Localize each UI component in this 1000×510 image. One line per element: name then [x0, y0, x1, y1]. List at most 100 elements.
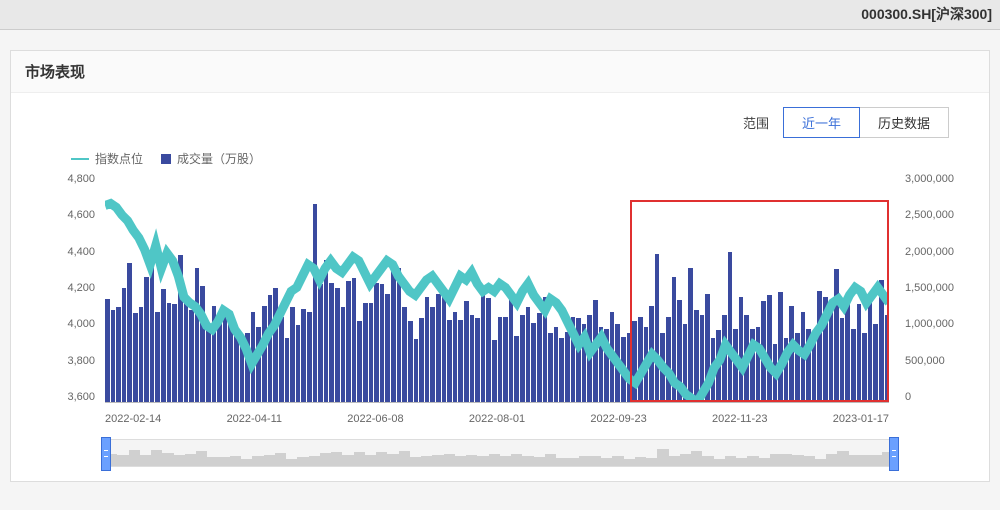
volume-bar: [677, 300, 682, 402]
volume-bar: [195, 268, 200, 402]
volume-bar: [419, 318, 424, 402]
volume-bar: [862, 333, 867, 402]
volume-bar: [414, 339, 419, 402]
volume-bar: [189, 310, 194, 402]
range-label: 范围: [743, 113, 769, 132]
volume-bar: [638, 317, 643, 402]
y-left-tick: 3,800: [41, 355, 95, 367]
volume-bar: [234, 329, 239, 402]
x-tick: 2022-06-08: [347, 413, 403, 433]
volume-bars: [105, 173, 889, 402]
navigator-handle-left[interactable]: [101, 437, 111, 471]
x-tick: 2022-04-11: [227, 413, 282, 433]
y-right-tick: 0: [905, 391, 959, 403]
volume-bar: [610, 312, 615, 402]
y-right-tick: 2,000,000: [905, 246, 959, 258]
volume-bar: [296, 325, 301, 402]
volume-bar: [313, 204, 318, 402]
volume-bar: [812, 338, 817, 402]
volume-bar: [127, 263, 132, 402]
volume-bar: [464, 301, 469, 402]
chart-area: 4,8004,6004,4004,2004,0003,8003,600 3,00…: [41, 173, 959, 433]
volume-bar: [369, 303, 374, 402]
volume-bar: [228, 317, 233, 402]
y-right-tick: 1,000,000: [905, 318, 959, 330]
volume-bar: [599, 327, 604, 402]
volume-bar: [644, 327, 649, 402]
plot-region[interactable]: [105, 173, 889, 403]
x-tick: 2022-11-23: [712, 413, 767, 433]
volume-bar: [554, 327, 559, 402]
volume-bar: [223, 315, 228, 402]
volume-bar: [845, 304, 850, 402]
volume-bar: [453, 312, 458, 402]
volume-bar: [649, 306, 654, 402]
chart-legend: 指数点位 成交量（万股）: [11, 144, 989, 173]
volume-bar: [716, 330, 721, 402]
time-navigator[interactable]: [105, 439, 895, 467]
y-axis-left: 4,8004,6004,4004,2004,0003,8003,600: [41, 173, 101, 403]
volume-bar: [582, 324, 587, 402]
volume-bar: [475, 318, 480, 402]
y-right-tick: 500,000: [905, 355, 959, 367]
volume-bar: [840, 318, 845, 402]
volume-bar: [868, 301, 873, 402]
range-year-button[interactable]: 近一年: [783, 107, 860, 138]
ticker-label: 000300.SH[沪深300]: [861, 6, 992, 22]
volume-bar: [301, 309, 306, 402]
volume-bar: [694, 310, 699, 402]
volume-bar: [789, 306, 794, 402]
volume-bar: [559, 338, 564, 402]
volume-bar: [733, 329, 738, 402]
volume-bar: [739, 297, 744, 402]
volume-bar: [761, 301, 766, 402]
volume-bar: [329, 283, 334, 402]
volume-bar: [543, 297, 548, 402]
volume-bar: [240, 338, 245, 402]
volume-bar: [341, 307, 346, 402]
volume-bar: [537, 313, 542, 402]
navigator-handle-right[interactable]: [889, 437, 899, 471]
legend-line-swatch: [71, 158, 89, 160]
x-tick: 2022-09-23: [590, 413, 646, 433]
volume-bar: [806, 329, 811, 402]
volume-bar: [167, 303, 172, 402]
legend-bar-swatch: [161, 154, 171, 164]
volume-bar: [857, 304, 862, 402]
range-history-button[interactable]: 历史数据: [859, 107, 949, 138]
volume-bar: [778, 292, 783, 402]
volume-bar: [773, 344, 778, 402]
volume-bar: [873, 324, 878, 402]
volume-bar: [823, 297, 828, 402]
market-panel: 市场表现 范围 近一年 历史数据 指数点位 成交量（万股） 4,8004,600…: [10, 50, 990, 482]
volume-bar: [795, 333, 800, 402]
volume-bar: [683, 324, 688, 402]
volume-bar: [548, 333, 553, 402]
volume-bar: [829, 303, 834, 402]
volume-bar: [879, 280, 884, 402]
volume-bar: [705, 294, 710, 402]
x-tick: 2022-02-14: [105, 413, 161, 433]
x-tick: 2022-08-01: [469, 413, 525, 433]
volume-bar: [514, 336, 519, 402]
x-axis: 2022-02-14 2022-04-11 2022-06-08 2022-08-01…: [105, 407, 889, 433]
volume-bar: [442, 297, 447, 402]
volume-bar: [324, 260, 329, 402]
range-controls: 范围 近一年 历史数据: [11, 93, 989, 144]
volume-bar: [268, 295, 273, 402]
volume-bar: [503, 317, 508, 402]
volume-bar: [206, 324, 211, 402]
volume-bar: [666, 317, 671, 402]
volume-bar: [172, 304, 177, 402]
volume-bar: [307, 312, 312, 402]
volume-bar: [161, 289, 166, 402]
volume-bar: [632, 321, 637, 402]
volume-bar: [615, 324, 620, 402]
volume-bar: [700, 315, 705, 402]
volume-bar: [408, 321, 413, 402]
volume-bar: [851, 329, 856, 402]
volume-bar: [200, 286, 205, 402]
volume-bar: [520, 315, 525, 402]
volume-bar: [217, 323, 222, 402]
volume-bar: [256, 327, 261, 402]
